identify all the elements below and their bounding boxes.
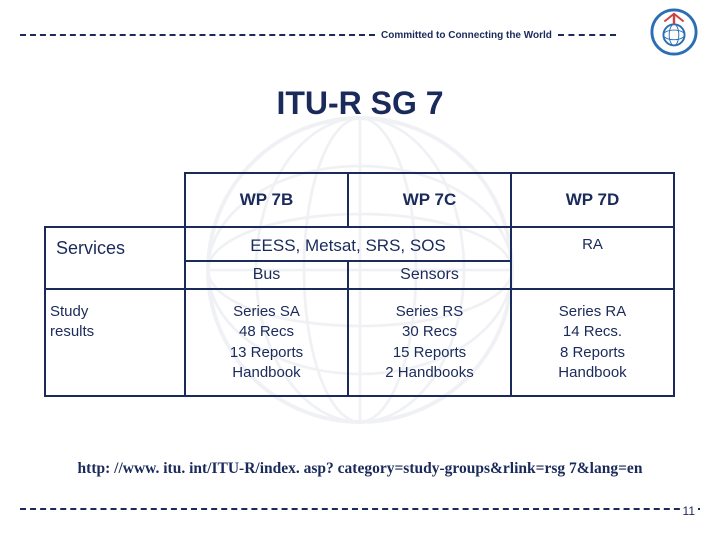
line: Series RA (559, 303, 627, 320)
line: 15 Reports (393, 344, 466, 361)
divider (20, 34, 375, 36)
row-label-study: Study results (45, 289, 185, 396)
col-header-wp7d: WP 7D (511, 173, 674, 227)
tagline: Committed to Connecting the World (375, 30, 558, 41)
line: Handbook (232, 364, 300, 381)
cell-study-b: Series SA 48 Recs 13 Reports Handbook (185, 289, 348, 396)
divider (558, 34, 616, 36)
cell-services-b-sub: Bus (185, 261, 348, 289)
cell-services-c-sub: Sensors (348, 261, 511, 289)
label-line: Study (50, 303, 88, 320)
line: 13 Reports (230, 344, 303, 361)
itu-logo-icon (650, 8, 698, 56)
line: 30 Recs (402, 323, 457, 340)
label-line: results (50, 323, 94, 340)
table-corner (45, 173, 185, 227)
line: Series RS (396, 303, 464, 320)
cell-study-c: Series RS 30 Recs 15 Reports 2 Handbooks (348, 289, 511, 396)
line: Handbook (558, 364, 626, 381)
line: 14 Recs. (563, 323, 622, 340)
header-bar: Committed to Connecting the World (20, 28, 700, 42)
line: Series SA (233, 303, 300, 320)
page-number: 11 (680, 504, 698, 518)
page-title: ITU-R SG 7 (0, 85, 720, 122)
footer-divider (20, 508, 700, 510)
line: 2 Handbooks (385, 364, 473, 381)
col-header-wp7c: WP 7C (348, 173, 511, 227)
line: 48 Recs (239, 323, 294, 340)
row-label-services: Services (45, 227, 185, 289)
reference-url: http: //www. itu. int/ITU-R/index. asp? … (0, 460, 720, 478)
col-header-wp7b: WP 7B (185, 173, 348, 227)
cell-study-d: Series RA 14 Recs. 8 Reports Handbook (511, 289, 674, 396)
cell-services-d: RA (511, 227, 674, 289)
sg7-table: WP 7B WP 7C WP 7D Services EESS, Metsat,… (44, 172, 674, 397)
cell-services-bc: EESS, Metsat, SRS, SOS (185, 227, 511, 261)
line: 8 Reports (560, 344, 625, 361)
